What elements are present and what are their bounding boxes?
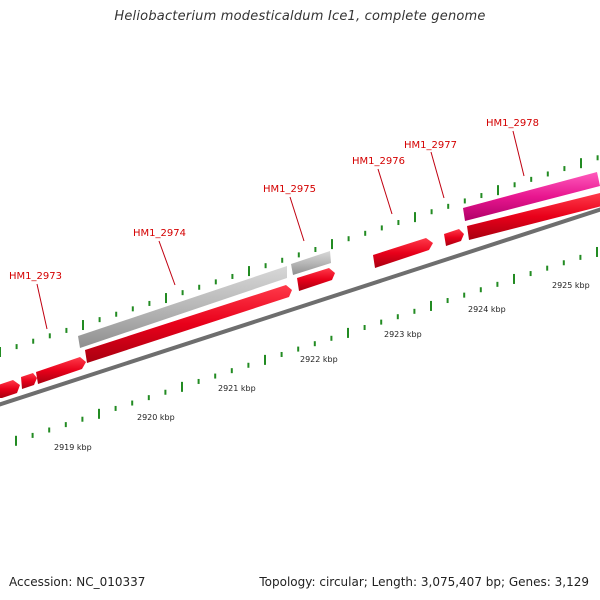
gene-label-hm1-2975[interactable]: HM1_2975 <box>263 184 316 195</box>
backbone-line <box>0 207 600 407</box>
gene-label-hm1-2973[interactable]: HM1_2973 <box>9 271 62 282</box>
gene-forward-arrow[interactable] <box>36 357 86 384</box>
gene-forward-arrow[interactable] <box>0 380 20 398</box>
gene-reverse-box[interactable] <box>291 251 331 275</box>
gene-pink-box[interactable] <box>463 172 600 221</box>
lower-ticks <box>15 246 598 446</box>
gene-forward-arrow[interactable] <box>373 238 433 268</box>
genome-title: Heliobacterium modesticaldum Ice1, compl… <box>114 9 486 24</box>
kbp-label-2923: 2923 kbp <box>384 330 422 339</box>
kbp-label-2922: 2922 kbp <box>300 355 338 364</box>
gene-reverse-box[interactable] <box>78 266 287 348</box>
gene-forward-arrow[interactable] <box>21 373 37 389</box>
genome-summary-text: Topology: circular; Length: 3,075,407 bp… <box>259 575 589 589</box>
gene-label-hm1-2974[interactable]: HM1_2974 <box>133 228 186 239</box>
upper-ticks <box>0 155 599 357</box>
gene-forward-arrow[interactable] <box>467 193 600 240</box>
label-leaders <box>36 130 525 330</box>
kbp-label-2920: 2920 kbp <box>137 413 175 422</box>
reverse-genes <box>78 251 331 348</box>
scale-labels: 2919 kbp 2920 kbp 2921 kbp 2922 kbp 2923… <box>54 281 590 452</box>
forward-genes <box>0 193 600 398</box>
kbp-label-2925: 2925 kbp <box>552 281 590 290</box>
kbp-label-2921: 2921 kbp <box>218 384 256 393</box>
gene-forward-arrow[interactable] <box>85 285 292 363</box>
gene-label-hm1-2976[interactable]: HM1_2976 <box>352 156 405 167</box>
gene-label-hm1-2978[interactable]: HM1_2978 <box>486 118 539 129</box>
accession-text: Accession: NC_010337 <box>9 575 146 589</box>
kbp-label-2919: 2919 kbp <box>54 443 92 452</box>
gene-label-hm1-2977[interactable]: HM1_2977 <box>404 140 457 151</box>
gene-labels: HM1_2973 HM1_2974 HM1_2975 HM1_2976 HM1_… <box>9 118 539 282</box>
gene-forward-arrow[interactable] <box>297 268 335 291</box>
kbp-label-2924: 2924 kbp <box>468 305 506 314</box>
gene-forward-arrow[interactable] <box>444 229 464 246</box>
